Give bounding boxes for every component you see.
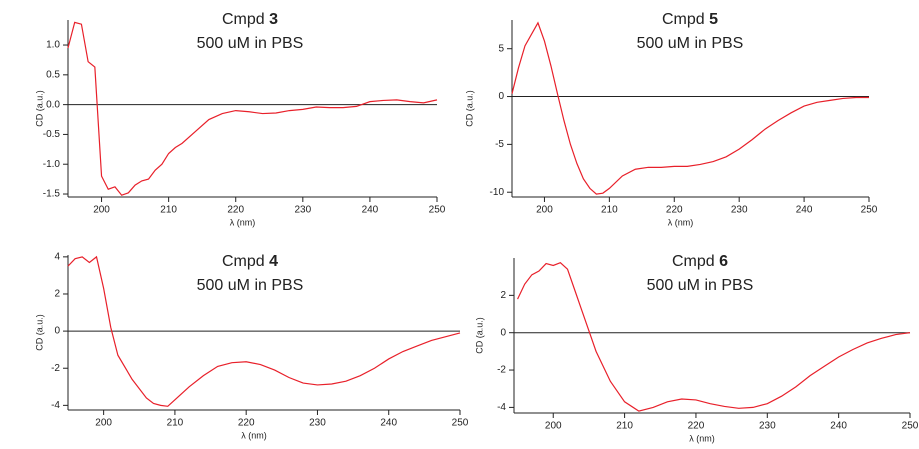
x-axis-label: λ (nm) (241, 430, 267, 440)
y-tick-label: -2 (497, 365, 506, 376)
title-text: Cmpd (222, 253, 265, 270)
y-tick-label: 0 (500, 327, 506, 338)
panel-subtitle: 500 uM in PBS (197, 277, 304, 294)
y-tick-label: 0.5 (46, 69, 60, 80)
x-tick-label: 220 (666, 205, 683, 216)
y-tick-label: 0 (54, 326, 60, 337)
x-tick-label: 200 (95, 418, 112, 429)
x-tick-label: 250 (452, 418, 469, 429)
data-line (517, 261, 911, 412)
data-line (511, 21, 869, 195)
y-tick-label: -4 (497, 402, 506, 413)
y-tick-label: 4 (54, 251, 60, 262)
x-tick-label: 240 (362, 205, 379, 216)
x-tick-label: 240 (380, 418, 397, 429)
x-tick-label: 230 (294, 205, 311, 216)
panel: Cmpd 5 500 uM in PBS 200 210 220 230 240 250 -10… (464, 11, 877, 227)
compound-number: 4 (269, 253, 278, 270)
panel-title: Cmpd 4 (222, 253, 278, 270)
x-tick-label: 230 (731, 205, 748, 216)
title-text: Cmpd (672, 253, 715, 270)
compound-number: 6 (719, 253, 728, 270)
title-text: Cmpd (662, 11, 705, 28)
x-tick-label: 240 (830, 421, 847, 432)
panel-subtitle: 500 uM in PBS (637, 35, 744, 52)
y-tick-label: 2 (54, 289, 60, 300)
x-tick-label: 220 (227, 205, 244, 216)
x-axis-label: λ (nm) (689, 433, 715, 443)
y-tick-label: -10 (490, 187, 505, 198)
panel-title: Cmpd 6 (672, 253, 728, 270)
x-tick-label: 250 (429, 205, 446, 216)
x-tick-label: 200 (536, 205, 553, 216)
compound-number: 3 (269, 11, 278, 28)
x-tick-label: 200 (93, 205, 110, 216)
panel-title: Cmpd 5 (662, 11, 718, 28)
x-tick-label: 210 (616, 421, 633, 432)
y-tick-label: -2 (51, 363, 60, 374)
x-tick-label: 220 (238, 418, 255, 429)
y-tick-label: -5 (495, 139, 504, 150)
x-tick-label: 210 (601, 205, 618, 216)
y-tick-label: 1.0 (46, 40, 60, 51)
y-axis-label: CD (a.u.) (464, 90, 474, 127)
y-tick-label: -0.5 (43, 129, 61, 140)
x-tick-label: 200 (545, 421, 562, 432)
y-tick-label: 0.0 (46, 99, 60, 110)
y-tick-label: 0 (498, 91, 504, 102)
y-axis-label: CD (a.u.) (34, 314, 44, 351)
x-tick-label: 210 (160, 205, 177, 216)
y-tick-label: 5 (498, 43, 504, 54)
title-text: Cmpd (222, 11, 265, 28)
x-tick-label: 230 (759, 421, 776, 432)
y-axis-label: CD (a.u.) (474, 317, 484, 354)
x-tick-label: 220 (688, 421, 705, 432)
x-axis-label: λ (nm) (668, 217, 694, 227)
y-tick-label: -4 (51, 400, 60, 411)
data-line (67, 255, 461, 407)
compound-number: 5 (709, 11, 718, 28)
y-axis-label: CD (a.u.) (34, 90, 44, 127)
panel: Cmpd 3 500 uM in PBS 200 210 220 230 240 250 -1.… (34, 11, 445, 227)
x-tick-label: 240 (796, 205, 813, 216)
panel-title: Cmpd 3 (222, 11, 278, 28)
x-tick-label: 250 (861, 205, 878, 216)
x-tick-label: 250 (902, 421, 919, 432)
x-tick-label: 230 (309, 418, 326, 429)
panel-subtitle: 500 uM in PBS (647, 277, 754, 294)
panel: Cmpd 6 500 uM in PBS 200 210 220 230 240 250 -4 -… (474, 253, 918, 443)
y-tick-label: -1.5 (43, 189, 61, 200)
x-tick-label: 210 (167, 418, 184, 429)
panel-subtitle: 500 uM in PBS (197, 35, 304, 52)
x-axis-label: λ (nm) (230, 217, 256, 227)
y-tick-label: -1.0 (43, 159, 61, 170)
data-line (67, 21, 438, 196)
y-tick-label: 2 (500, 290, 506, 301)
